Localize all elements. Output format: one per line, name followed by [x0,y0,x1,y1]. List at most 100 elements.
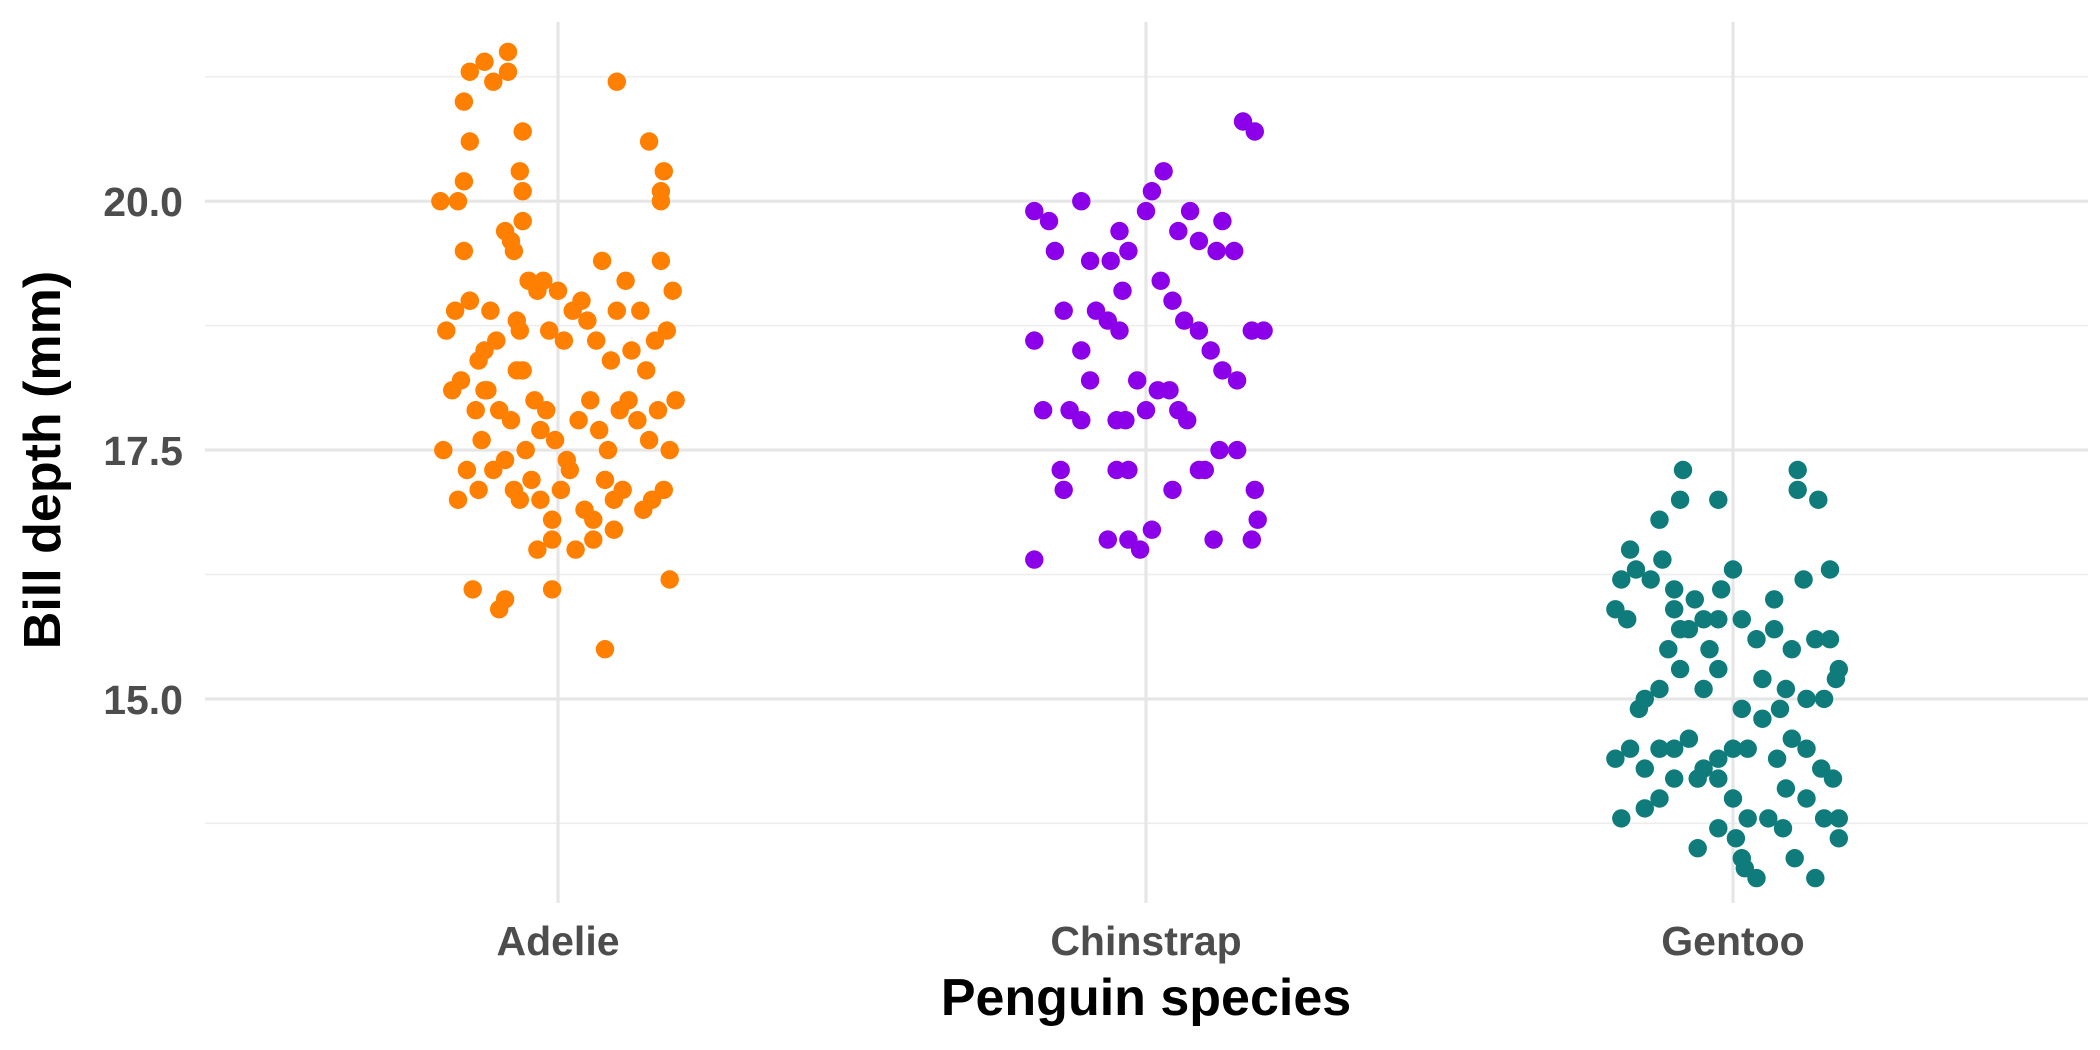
data-point-adelie [531,490,550,509]
data-point-chinstrap [1245,122,1265,141]
x-tick-label: Chinstrap [1050,918,1241,964]
data-point-gentoo [1723,789,1743,808]
data-point-adelie [654,480,673,500]
data-point-gentoo [1688,769,1707,788]
data-point-adelie [592,251,612,271]
data-point-adelie [578,311,597,330]
y-axis-ticks: 15.0 17.5 20.0 [103,179,183,723]
data-point-chinstrap [1254,321,1273,340]
data-point-gentoo [1732,610,1752,629]
data-point-gentoo [1612,809,1631,828]
data-point-gentoo [1753,669,1772,689]
data-point-chinstrap [1201,341,1220,360]
data-point-gentoo [1665,580,1684,599]
data-point-gentoo [1773,819,1793,838]
data-point-adelie [528,540,547,559]
y-tick-label: 20.0 [103,179,183,225]
gridlines [205,22,2088,903]
data-point-gentoo [1694,679,1713,699]
data-point-chinstrap [1248,510,1267,529]
data-point-chinstrap [1204,530,1223,549]
data-point-adelie [598,440,618,460]
data-point-adelie [513,211,532,231]
data-point-gentoo [1782,640,1802,659]
data-point-adelie [454,172,474,191]
data-point-gentoo [1823,769,1843,788]
data-point-gentoo [1797,739,1816,758]
data-point-adelie [537,401,556,420]
data-point-gentoo [1709,490,1728,509]
y-axis-title: Bill depth (mm) [14,271,72,649]
x-tick-label: Adelie [496,918,619,964]
x-axis-title: Penguin species [941,969,1351,1027]
data-point-gentoo [1700,640,1719,659]
data-point-gentoo [1665,769,1684,788]
data-point-adelie [648,401,668,420]
data-point-adelie [510,321,529,340]
data-point-adelie [604,520,624,539]
data-point-adelie [584,530,603,549]
data-point-gentoo [1723,560,1743,579]
data-point-gentoo [1767,749,1787,768]
data-point-chinstrap [1039,211,1059,231]
data-point-chinstrap [1163,480,1182,500]
data-point-adelie [522,470,541,490]
data-point-chinstrap [1051,460,1070,480]
data-point-gentoo [1797,789,1816,808]
data-point-adelie [572,291,591,310]
data-point-chinstrap [1210,440,1229,460]
data-point-chinstrap [1072,192,1091,211]
data-point-adelie [472,430,491,450]
data-point-adelie [448,192,468,211]
data-point-gentoo [1759,809,1778,828]
data-point-adelie [431,192,450,211]
data-point-adelie [639,430,659,450]
data-point-chinstrap [1136,201,1156,221]
data-point-chinstrap [1189,321,1209,340]
data-point-adelie [448,490,468,509]
data-point-adelie [454,92,474,111]
data-point-gentoo [1709,819,1728,838]
data-point-adelie [516,440,535,460]
data-point-adelie [478,381,497,400]
x-tick-label: Gentoo [1661,918,1804,964]
data-point-gentoo [1753,709,1772,728]
data-point-gentoo [1726,829,1746,848]
data-point-gentoo [1820,560,1840,579]
data-point-adelie [545,430,565,450]
data-point-gentoo [1732,699,1752,719]
data-point-chinstrap [1033,401,1053,420]
data-point-chinstrap [1180,201,1200,221]
data-point-adelie [551,480,571,500]
data-point-adelie [463,580,482,599]
data-point-adelie [513,122,532,141]
data-point-gentoo [1620,739,1640,758]
data-point-adelie [657,321,676,340]
data-point-gentoo [1709,659,1728,679]
data-point-gentoo [1765,590,1784,609]
data-point-adelie [607,72,626,91]
data-point-chinstrap [1110,221,1129,241]
data-point-gentoo [1673,460,1693,480]
data-point-chinstrap [1110,321,1129,340]
data-point-chinstrap [1098,530,1118,549]
data-point-gentoo [1606,749,1625,768]
data-point-adelie [507,361,526,380]
data-point-chinstrap [1119,241,1138,261]
data-point-gentoo [1776,679,1796,699]
data-point-chinstrap [1213,361,1232,380]
data-point-gentoo [1685,590,1705,609]
data-point-adelie [569,411,588,430]
data-point-gentoo [1747,630,1766,649]
data-point-adelie [666,391,685,410]
data-point-chinstrap [1195,460,1215,480]
data-point-adelie [619,391,638,410]
data-point-adelie [445,301,465,320]
data-point-adelie [595,470,615,490]
data-point-adelie [613,480,632,500]
y-tick-label: 15.0 [103,677,183,723]
data-point-chinstrap [1163,291,1182,310]
data-point-adelie [654,162,673,181]
data-point-chinstrap [1207,241,1226,261]
